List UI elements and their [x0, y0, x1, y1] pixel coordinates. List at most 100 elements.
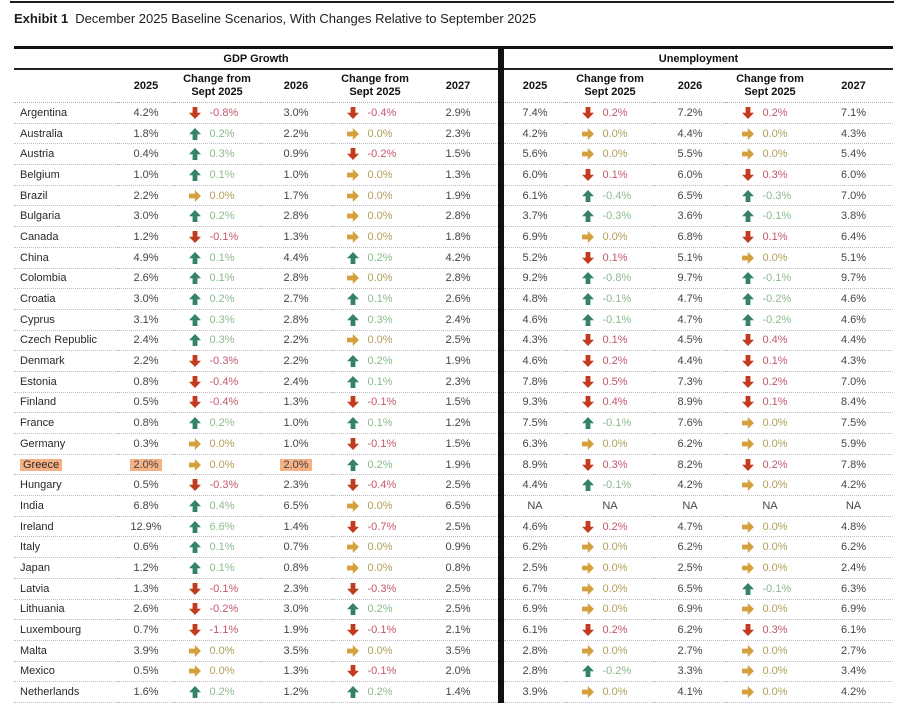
value-cell: 2.1%: [418, 620, 498, 641]
value-text: 2.6%: [445, 293, 471, 306]
up-arrow-icon: [188, 148, 201, 161]
change-value: 0.0%: [762, 417, 788, 430]
value-text: 1.9%: [445, 458, 471, 471]
change-cell: 0.0%: [174, 455, 260, 476]
change-value: 0.0%: [762, 561, 788, 574]
value-text: 6.5%: [283, 499, 309, 512]
flat-right-arrow-icon: [346, 272, 359, 285]
country-name: Italy: [20, 541, 41, 554]
change-cell: 0.2%: [566, 103, 654, 124]
value-text: 6.0%: [677, 168, 703, 181]
change-cell: -0.1%: [726, 206, 814, 228]
value-text: 1.5%: [445, 148, 471, 161]
column-header: Change from Sept 2025: [174, 70, 260, 103]
value-text: 2.6%: [133, 272, 159, 285]
value-text: 6.1%: [522, 624, 548, 637]
change-cell: 0.0%: [174, 662, 260, 683]
value-text: 4.2%: [840, 479, 867, 492]
value-text: 1.5%: [445, 437, 471, 450]
value-text: 2.8%: [283, 210, 309, 223]
value-cell: 0.8%: [118, 413, 174, 434]
value-cell: 0.5%: [118, 393, 174, 414]
change-value: -0.4%: [367, 106, 397, 119]
value-text: 6.0%: [840, 168, 867, 181]
change-value: 0.2%: [762, 458, 788, 471]
change-cell: -0.2%: [332, 144, 418, 166]
value-cell: 1.0%: [118, 165, 174, 186]
value-cell: 0.7%: [118, 620, 174, 641]
value-text: 2.8%: [283, 272, 309, 285]
change-value: 0.0%: [602, 230, 628, 243]
value-text: 5.6%: [522, 148, 548, 161]
up-arrow-icon: [346, 686, 359, 699]
value-cell: 4.2%: [814, 682, 893, 703]
change-cell: 0.0%: [332, 558, 418, 579]
change-cell: 0.2%: [566, 351, 654, 372]
section-divider: [498, 144, 504, 166]
change-value: -0.3%: [367, 582, 397, 595]
flat-right-arrow-icon: [188, 437, 201, 450]
change-cell: 0.0%: [566, 600, 654, 621]
change-cell: 0.2%: [332, 600, 418, 621]
value-text: 2.9%: [445, 106, 471, 119]
change-value: 0.2%: [367, 251, 393, 264]
down-arrow-icon: [581, 624, 594, 637]
up-arrow-icon: [346, 603, 359, 616]
value-text: 7.5%: [522, 417, 548, 430]
change-cell: 0.0%: [726, 600, 814, 621]
change-value: 0.0%: [209, 437, 235, 450]
change-cell: 0.1%: [174, 537, 260, 559]
value-text: 1.9%: [283, 624, 309, 637]
value-cell: 4.6%: [504, 310, 566, 331]
value-text: 2.3%: [445, 127, 471, 140]
value-cell: 3.6%: [654, 206, 726, 228]
country-cell: Japan: [14, 558, 118, 579]
change-cell: 0.3%: [726, 165, 814, 186]
value-cell: 7.3%: [654, 372, 726, 393]
change-cell: -0.2%: [726, 310, 814, 331]
change-cell: 0.5%: [566, 372, 654, 393]
up-arrow-icon: [188, 561, 201, 574]
country-name: Bulgaria: [20, 210, 61, 223]
change-value: -0.2%: [762, 293, 792, 306]
section-divider: [498, 682, 504, 703]
down-arrow-icon: [188, 479, 201, 492]
value-cell: 2.2%: [260, 124, 332, 145]
change-value: 0.0%: [367, 499, 393, 512]
up-arrow-icon: [741, 210, 754, 223]
value-cell: 9.3%: [504, 393, 566, 414]
change-cell: 0.0%: [566, 641, 654, 662]
value-cell: 0.5%: [118, 475, 174, 497]
value-cell: 6.3%: [814, 579, 893, 600]
column-header: 2025: [118, 70, 174, 103]
value-text: 3.0%: [133, 293, 159, 306]
down-arrow-icon: [741, 458, 754, 471]
down-arrow-icon: [581, 520, 594, 533]
change-value: -0.3%: [209, 355, 239, 368]
section-divider: [498, 558, 504, 579]
value-cell: 6.2%: [504, 537, 566, 559]
change-value: 0.0%: [367, 272, 393, 285]
down-arrow-icon: [581, 355, 594, 368]
flat-right-arrow-icon: [346, 499, 359, 512]
value-cell: 2.3%: [260, 475, 332, 497]
change-value: 0.0%: [762, 541, 788, 554]
change-value: 0.0%: [602, 561, 628, 574]
change-value: 0.3%: [209, 148, 235, 161]
value-cell: 1.0%: [260, 165, 332, 186]
value-cell: 1.4%: [418, 682, 498, 703]
value-text: 2.3%: [283, 582, 309, 595]
change-cell: 0.1%: [726, 351, 814, 372]
change-value: -0.2%: [209, 603, 239, 616]
section-divider: [498, 268, 504, 290]
section-divider: [498, 123, 504, 145]
down-arrow-icon: [741, 106, 754, 119]
value-text: 6.9%: [677, 603, 703, 616]
value-text: 8.4%: [840, 396, 867, 409]
value-cell: 0.5%: [118, 662, 174, 683]
value-cell: 8.9%: [654, 393, 726, 414]
down-arrow-icon: [188, 375, 201, 388]
value-cell: 4.1%: [654, 682, 726, 703]
change-value: -1.1%: [209, 624, 239, 637]
value-text: 9.3%: [522, 396, 548, 409]
